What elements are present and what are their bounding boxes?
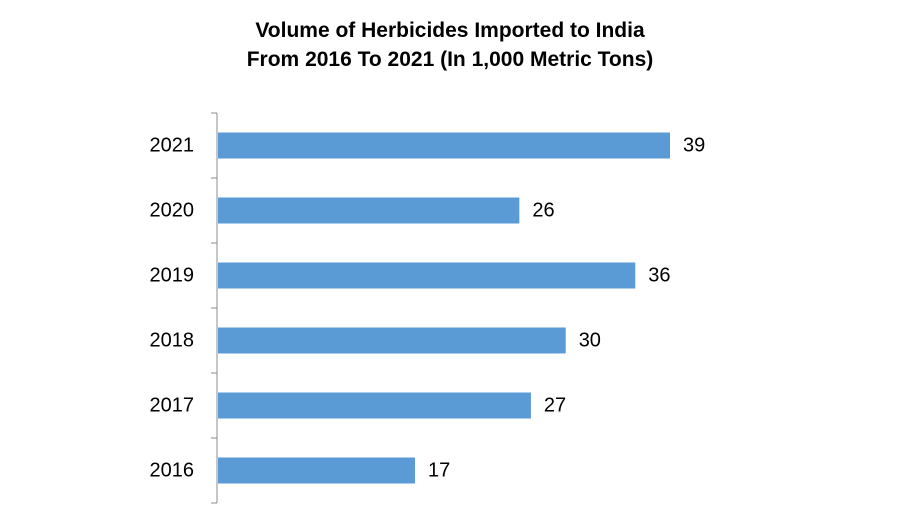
data-label-2018: 30: [579, 330, 601, 352]
chart-title-line-2: From 2016 To 2021 (In 1,000 Metric Tons): [246, 48, 654, 71]
bar-2019: [218, 262, 636, 289]
data-label-2021: 39: [683, 135, 705, 157]
bar-2020: [218, 197, 520, 224]
data-label-2017: 27: [544, 395, 566, 417]
chart-title-line-1: Volume of Herbicides Imported to India: [255, 19, 645, 42]
bar-2016: [218, 457, 416, 484]
bar-2017: [218, 392, 531, 419]
data-label-2016: 17: [428, 460, 450, 482]
category-label-2018: 2018: [150, 330, 195, 352]
bar-2018: [218, 327, 566, 354]
category-label-2017: 2017: [150, 395, 195, 417]
category-label-2019: 2019: [150, 265, 195, 287]
category-label-2020: 2020: [150, 200, 195, 222]
category-label-2021: 2021: [150, 135, 195, 157]
data-label-2019: 36: [648, 265, 670, 287]
data-label-2020: 26: [532, 200, 554, 222]
bar-2021: [218, 132, 671, 159]
category-label-2016: 2016: [150, 460, 195, 482]
